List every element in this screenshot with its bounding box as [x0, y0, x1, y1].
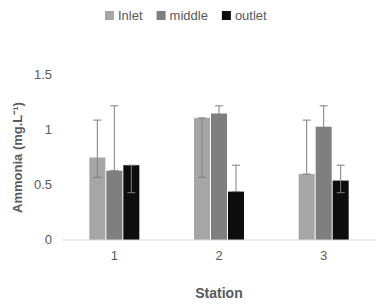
error-stem [219, 106, 220, 167]
y-axis-label: Ammonia (mg.L⁻¹) [10, 102, 25, 213]
error-cap [215, 166, 223, 167]
error-cap [232, 165, 240, 166]
error-cap [337, 165, 345, 166]
error-cap [303, 120, 311, 121]
legend-label: outlet [235, 8, 267, 23]
error-cap [110, 105, 118, 106]
error-bar [110, 106, 118, 171]
bar [123, 165, 139, 240]
bar [299, 174, 315, 240]
legend-label: Inlet [118, 8, 143, 23]
x-tick-label: 1 [111, 248, 118, 263]
error-cap [215, 105, 223, 106]
bar [106, 171, 122, 240]
error-cap [110, 170, 118, 171]
error-stem [114, 106, 115, 171]
error-stem [340, 165, 341, 193]
legend-label: middle [170, 8, 208, 23]
error-cap [127, 192, 135, 193]
y-tick-label: 0.5 [34, 177, 52, 192]
error-bar [337, 165, 345, 193]
error-cap [320, 166, 328, 167]
x-axis-label: Station [195, 285, 242, 301]
bar [228, 192, 244, 240]
error-cap [93, 177, 101, 178]
x-tick-label: 2 [215, 248, 222, 263]
error-cap [127, 165, 135, 166]
error-stem [306, 120, 307, 174]
y-tick-label: 1.5 [34, 67, 52, 82]
error-stem [131, 165, 132, 193]
error-cap [198, 117, 206, 118]
error-stem [202, 118, 203, 177]
error-cap [303, 174, 311, 175]
x-tick-label: 3 [320, 248, 327, 263]
error-bar [320, 106, 328, 167]
error-bar [215, 106, 223, 167]
error-cap [337, 192, 345, 193]
x-axis [62, 240, 376, 241]
error-bar [93, 120, 101, 177]
error-cap [198, 177, 206, 178]
legend-swatch [157, 11, 166, 20]
chart: 0 0.5 1 1.5 1 2 3 Station Ammonia (mg.L⁻¹) Inlet m… [0, 0, 390, 308]
error-cap [320, 105, 328, 106]
bars [89, 106, 348, 240]
error-cap [93, 120, 101, 121]
error-bar [232, 165, 240, 191]
legend-swatch [222, 11, 231, 20]
error-bar [198, 118, 206, 177]
error-stem [323, 106, 324, 167]
error-stem [236, 165, 237, 191]
legend-swatch [105, 11, 114, 20]
error-cap [232, 191, 240, 192]
error-stem [97, 120, 98, 177]
error-bar [127, 165, 135, 193]
y-tick-label: 1 [45, 122, 52, 137]
y-tick-label: 0 [45, 232, 52, 247]
bar [194, 118, 210, 240]
error-bar [303, 120, 311, 174]
